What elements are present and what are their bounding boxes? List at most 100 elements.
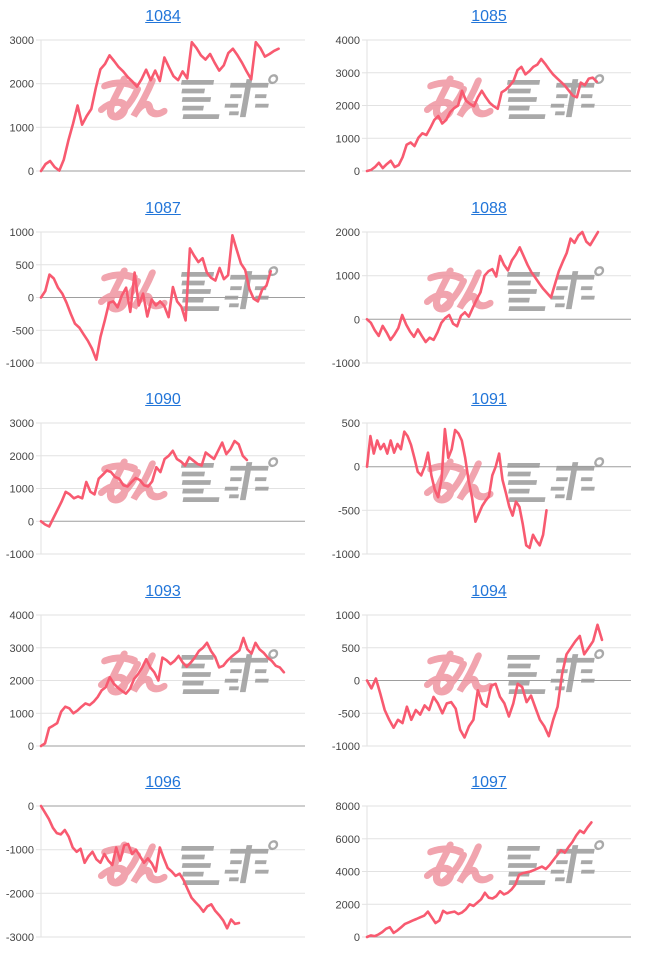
y-tick-label: 6000 <box>336 834 360 846</box>
chart-title-link[interactable]: 1094 <box>471 582 507 600</box>
watermark-logo <box>99 458 278 502</box>
y-tick-label: -1000 <box>6 845 34 857</box>
chart-svg: 1000 500 0 -500 -1000 <box>6 227 305 370</box>
y-tick-label: -1000 <box>6 549 34 561</box>
y-tick-label: 1000 <box>336 270 360 282</box>
y-tick-label: -3000 <box>6 932 34 944</box>
y-tick-label: 3000 <box>336 68 360 80</box>
chart-cell: 1088 2000 1000 0 -1000 <box>326 192 652 384</box>
y-tick-label: 1000 <box>336 133 360 145</box>
y-tick-label: 3000 <box>10 35 34 47</box>
chart-title-link[interactable]: 1093 <box>145 582 181 600</box>
y-tick-label: 1000 <box>10 484 34 496</box>
watermark-logo <box>99 842 278 886</box>
chart-svg: 500 0 -500 -1000 <box>332 418 631 561</box>
y-tick-label: 0 <box>354 462 360 474</box>
chart-svg: 1000 500 0 -500 -1000 <box>332 610 631 753</box>
y-tick-label: 8000 <box>336 801 360 813</box>
watermark-logo <box>99 650 278 694</box>
y-tick-label: -1000 <box>332 358 360 370</box>
series-line <box>365 623 604 739</box>
watermark-logo <box>99 75 278 119</box>
y-tick-label: 0 <box>354 675 360 687</box>
chart-title-row: 1094 <box>326 575 652 609</box>
series-line <box>39 233 273 361</box>
y-tick-label: 2000 <box>10 79 34 91</box>
series-line <box>365 57 599 173</box>
watermark-logo <box>425 458 604 502</box>
y-tick-label: 3000 <box>10 643 34 655</box>
chart-title-row: 1085 <box>326 0 652 34</box>
chart-svg: 3000 2000 1000 0 -1000 <box>6 418 305 561</box>
series-line <box>365 427 548 550</box>
y-tick-label: 2000 <box>336 900 360 912</box>
y-tick-label: -500 <box>12 325 34 337</box>
chart-title-link[interactable]: 1085 <box>471 8 507 25</box>
y-tick-label: 0 <box>354 932 360 944</box>
y-tick-label: -1000 <box>332 741 360 753</box>
y-tick-label: 2000 <box>336 227 360 239</box>
chart-cell: 1091 500 0 -500 -1000 <box>326 383 652 575</box>
chart-title-link[interactable]: 1088 <box>471 199 507 217</box>
chart-title-row: 1096 <box>0 766 326 800</box>
chart-title-row: 1093 <box>0 575 326 609</box>
y-tick-label: 500 <box>342 643 360 655</box>
chart-cell: 1084 3000 2000 1000 0 <box>0 0 326 192</box>
y-tick-label: -2000 <box>6 889 34 901</box>
chart-title-link[interactable]: 1084 <box>145 8 181 25</box>
y-tick-label: -1000 <box>332 549 360 561</box>
y-tick-label: 0 <box>28 801 34 813</box>
watermark-logo <box>425 267 604 311</box>
series-line <box>365 821 593 939</box>
chart-svg: 4000 3000 2000 1000 0 <box>336 35 631 178</box>
series-line <box>39 40 280 173</box>
y-tick-label: 0 <box>28 516 34 528</box>
y-tick-label: 1000 <box>336 610 360 622</box>
y-tick-label: 4000 <box>336 35 360 47</box>
watermark-logo <box>425 842 604 886</box>
chart-plot: 3000 2000 1000 0 <box>0 34 326 192</box>
chart-title-link[interactable]: 1090 <box>145 391 181 409</box>
chart-title-row: 1090 <box>0 383 326 417</box>
chart-svg: 3000 2000 1000 0 <box>10 35 305 178</box>
chart-cell: 1090 3000 2000 1000 0 -1000 <box>0 383 326 575</box>
chart-svg: 8000 6000 4000 2000 0 <box>336 801 631 944</box>
chart-plot: 4000 3000 2000 1000 0 <box>326 34 652 192</box>
chart-title-link[interactable]: 1091 <box>471 391 507 409</box>
chart-svg: 2000 1000 0 -1000 <box>332 227 631 370</box>
chart-cell: 1087 1000 500 0 -500 -1000 <box>0 192 326 384</box>
chart-svg: 0 -1000 -2000 -3000 <box>6 801 305 944</box>
chart-title-row: 1097 <box>326 766 652 800</box>
series-line <box>39 805 241 930</box>
chart-title-link[interactable]: 1097 <box>471 774 507 792</box>
chart-title-row: 1088 <box>326 192 652 226</box>
chart-plot: 2000 1000 0 -1000 <box>326 226 652 384</box>
chart-title-link[interactable]: 1087 <box>145 199 181 217</box>
y-tick-label: 0 <box>28 741 34 753</box>
y-tick-label: 500 <box>16 259 34 271</box>
y-tick-label: 500 <box>342 418 360 430</box>
y-tick-label: 0 <box>28 166 34 178</box>
y-tick-label: 1000 <box>10 122 34 134</box>
chart-plot: 8000 6000 4000 2000 0 <box>326 800 652 958</box>
series-line <box>39 636 286 748</box>
watermark-logo <box>425 650 604 694</box>
y-tick-label: -500 <box>338 708 360 720</box>
chart-plot: 4000 3000 2000 1000 0 <box>0 609 326 767</box>
chart-plot: 500 0 -500 -1000 <box>326 417 652 575</box>
y-tick-label: 0 <box>354 166 360 178</box>
chart-title-link[interactable]: 1096 <box>145 774 181 792</box>
y-tick-label: 4000 <box>10 610 34 622</box>
series-line <box>365 230 600 343</box>
chart-title-row: 1091 <box>326 383 652 417</box>
chart-plot: 3000 2000 1000 0 -1000 <box>0 417 326 575</box>
y-tick-label: 0 <box>28 292 34 304</box>
chart-cell: 1096 0 -1000 -2000 -3000 <box>0 766 326 958</box>
chart-cell: 1093 4000 3000 2000 1000 0 <box>0 575 326 767</box>
chart-cell: 1094 1000 500 0 -500 -1000 <box>326 575 652 767</box>
y-tick-label: 2000 <box>10 451 34 463</box>
series-line <box>39 439 249 528</box>
y-tick-label: 2000 <box>10 675 34 687</box>
